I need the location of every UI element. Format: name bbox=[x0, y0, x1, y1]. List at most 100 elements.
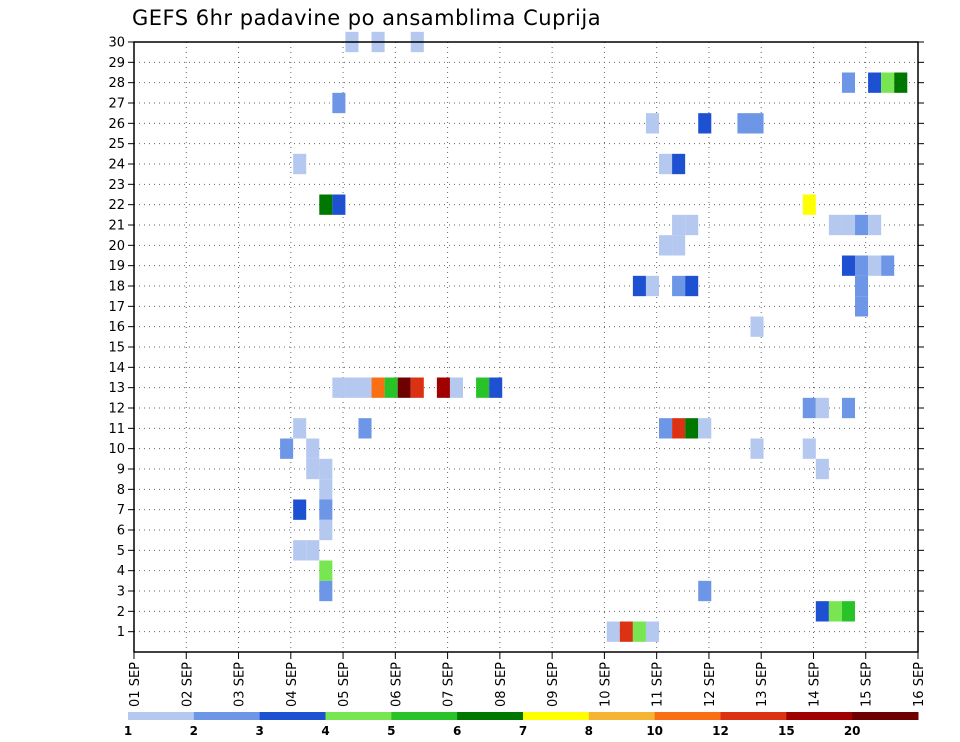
heatmap-cell bbox=[855, 296, 869, 317]
heatmap-cell bbox=[672, 418, 686, 439]
y-tick-label: 7 bbox=[117, 503, 125, 518]
heatmap-cell bbox=[672, 214, 686, 236]
heatmap-cell bbox=[685, 214, 699, 236]
x-tick-label: 15 SEP bbox=[860, 662, 875, 707]
heatmap-cell bbox=[815, 397, 829, 419]
heatmap-cell bbox=[606, 621, 620, 642]
heatmap-cell bbox=[685, 275, 699, 297]
heatmap-cell bbox=[306, 438, 320, 459]
heatmap-cell bbox=[828, 601, 842, 622]
x-tick-label: 08 SEP bbox=[494, 662, 509, 707]
y-tick-label: 12 bbox=[108, 402, 125, 417]
heatmap-cell bbox=[750, 316, 764, 337]
heatmap-cell bbox=[410, 377, 424, 398]
heatmap-cell bbox=[619, 621, 633, 642]
heatmap-cell bbox=[319, 580, 333, 602]
heatmap-cell bbox=[841, 214, 856, 236]
x-tick-label: 16 SEP bbox=[912, 662, 927, 707]
y-tick-label: 9 bbox=[117, 463, 125, 478]
heatmap-cell bbox=[332, 194, 346, 215]
heatmap-cell bbox=[306, 458, 320, 480]
heatmap-cell bbox=[828, 214, 842, 236]
colorbar-label: 6 bbox=[453, 724, 461, 738]
y-tick-label: 19 bbox=[108, 259, 125, 274]
heatmap-cell bbox=[802, 438, 816, 459]
heatmap-cell bbox=[436, 377, 450, 398]
heatmap-cell bbox=[293, 540, 307, 561]
y-tick-label: 16 bbox=[108, 320, 125, 335]
heatmap-cell bbox=[855, 214, 869, 236]
y-tick-label: 17 bbox=[108, 300, 125, 315]
colorbar-segment bbox=[720, 712, 787, 720]
heatmap-cell bbox=[476, 377, 490, 398]
heatmap-cell bbox=[868, 255, 882, 276]
y-tick-label: 6 bbox=[117, 524, 125, 539]
heatmap-cell bbox=[855, 275, 869, 297]
heatmap-cell bbox=[659, 235, 673, 256]
heatmap-cell bbox=[332, 92, 346, 114]
chart-title: GEFS 6hr padavine po ansamblima Cuprija bbox=[132, 6, 602, 30]
heatmap-cell bbox=[750, 438, 764, 459]
heatmap-cell bbox=[397, 377, 411, 398]
colorbar-segment bbox=[259, 712, 326, 720]
x-tick-label: 07 SEP bbox=[442, 662, 457, 707]
heatmap-cell bbox=[698, 418, 712, 439]
colorbar-label: 4 bbox=[321, 724, 329, 738]
x-tick-label: 04 SEP bbox=[285, 662, 300, 707]
x-tick-label: 01 SEP bbox=[128, 662, 143, 707]
heatmap-cell bbox=[358, 377, 372, 398]
y-tick-label: 25 bbox=[108, 137, 125, 152]
x-tick-label: 09 SEP bbox=[546, 662, 561, 707]
heatmap-cell bbox=[672, 235, 686, 256]
colorbar-label: 20 bbox=[844, 724, 861, 738]
y-tick-label: 10 bbox=[108, 442, 125, 457]
heatmap-cell bbox=[672, 275, 686, 297]
colorbar-segment bbox=[391, 712, 458, 720]
heatmap-cell bbox=[319, 479, 333, 500]
y-tick-label: 13 bbox=[108, 381, 125, 396]
x-tick-label: 02 SEP bbox=[180, 662, 195, 707]
heatmap-cell bbox=[489, 377, 503, 398]
heatmap-cell bbox=[868, 214, 882, 236]
y-tick-label: 26 bbox=[108, 117, 125, 132]
heatmap-cell bbox=[319, 458, 333, 480]
x-tick-label: 12 SEP bbox=[703, 662, 718, 707]
heatmap-cell bbox=[855, 255, 869, 276]
heatmap-cell bbox=[698, 113, 712, 134]
y-tick-label: 15 bbox=[108, 341, 125, 356]
heatmap-cell bbox=[293, 418, 307, 439]
y-tick-label: 30 bbox=[108, 36, 125, 51]
y-tick-label: 23 bbox=[108, 178, 125, 193]
heatmap-cell bbox=[319, 194, 333, 215]
x-tick-label: 06 SEP bbox=[389, 662, 404, 707]
heatmap-cell bbox=[750, 113, 764, 134]
y-tick-label: 5 bbox=[117, 544, 125, 559]
heatmap-cell bbox=[659, 418, 673, 439]
colorbar-segment bbox=[193, 712, 261, 720]
colorbar-label: 3 bbox=[255, 724, 263, 738]
heatmap-cell bbox=[659, 153, 673, 175]
heatmap-cell bbox=[449, 377, 464, 398]
colorbar-label: 10 bbox=[646, 724, 663, 738]
colorbar-segment bbox=[523, 712, 590, 720]
x-tick-label: 13 SEP bbox=[755, 662, 770, 707]
y-tick-label: 24 bbox=[108, 158, 125, 173]
heatmap-cell bbox=[632, 275, 646, 297]
heatmap-cell bbox=[815, 601, 829, 622]
x-tick-label: 11 SEP bbox=[651, 662, 666, 707]
heatmap-cell bbox=[371, 377, 385, 398]
y-tick-label: 20 bbox=[108, 239, 125, 254]
heatmap-cell bbox=[881, 255, 895, 276]
y-tick-label: 1 bbox=[117, 625, 125, 640]
colorbar-label: 2 bbox=[190, 724, 198, 738]
colorbar-segment bbox=[852, 712, 919, 720]
y-tick-label: 27 bbox=[108, 97, 125, 112]
y-tick-label: 2 bbox=[117, 605, 125, 620]
heatmap-cell bbox=[672, 153, 686, 175]
colorbar-segment bbox=[457, 712, 524, 720]
colorbar-segment bbox=[325, 712, 392, 720]
plot-frame bbox=[133, 41, 919, 653]
x-tick-label: 03 SEP bbox=[233, 662, 248, 707]
colorbar-label: 8 bbox=[585, 724, 593, 738]
heatmap-cell bbox=[894, 72, 908, 93]
